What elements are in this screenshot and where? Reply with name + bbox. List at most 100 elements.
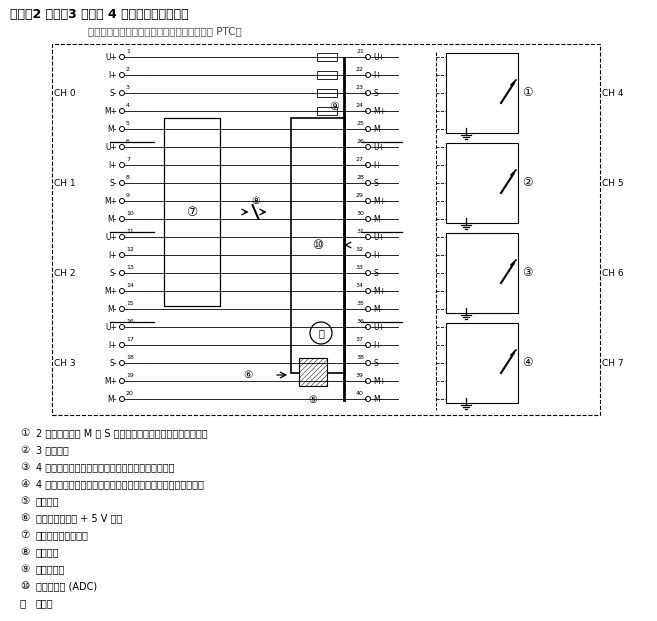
Text: 39: 39 — [356, 373, 364, 378]
Text: ⑨: ⑨ — [330, 102, 340, 112]
Text: 16: 16 — [126, 319, 134, 324]
Text: 1: 1 — [126, 49, 130, 54]
Text: I+: I+ — [108, 71, 117, 79]
Bar — [317, 125, 337, 133]
Text: ⑩: ⑩ — [20, 581, 30, 591]
Text: 20: 20 — [126, 391, 134, 396]
Text: CH 0: CH 0 — [54, 89, 76, 97]
Text: S-: S- — [373, 178, 380, 188]
Text: 35: 35 — [356, 301, 364, 306]
Text: CH 3: CH 3 — [54, 358, 76, 368]
Text: U+: U+ — [373, 322, 385, 332]
Text: ③: ③ — [20, 462, 30, 472]
Text: CH 4: CH 4 — [602, 89, 623, 97]
Text: ④: ④ — [20, 479, 30, 489]
Text: 36: 36 — [356, 319, 364, 324]
Text: CH 2: CH 2 — [54, 268, 76, 278]
Text: I+: I+ — [108, 340, 117, 350]
Bar — [446, 233, 518, 313]
Text: 逻辑和背板总线接口: 逻辑和背板总线接口 — [36, 530, 89, 540]
Text: ③: ③ — [522, 266, 533, 279]
Text: M+: M+ — [373, 106, 386, 116]
Text: ⑪: ⑪ — [318, 328, 324, 338]
Text: S-: S- — [110, 358, 117, 368]
Text: U+: U+ — [105, 322, 117, 332]
Text: 21: 21 — [356, 49, 364, 54]
Text: 34: 34 — [356, 283, 364, 288]
Text: 2 线制连接。在 M 和 S 间插入桥接器（无线路阻抗补偿）。: 2 线制连接。在 M 和 S 间插入桥接器（无线路阻抗补偿）。 — [36, 428, 208, 438]
Text: 25: 25 — [356, 121, 364, 126]
Text: ⑦: ⑦ — [187, 206, 198, 219]
Text: S-: S- — [110, 89, 117, 97]
Bar — [291, 118, 345, 373]
Text: ⑨: ⑨ — [20, 564, 30, 574]
Text: 22: 22 — [356, 67, 364, 72]
Text: ②: ② — [522, 176, 533, 189]
Bar — [446, 143, 518, 223]
Text: 29: 29 — [356, 193, 364, 198]
Bar — [317, 53, 337, 61]
Text: ⑥: ⑥ — [20, 513, 30, 523]
Bar — [317, 107, 337, 115]
Text: 38: 38 — [356, 355, 364, 360]
Text: 2: 2 — [126, 67, 130, 72]
Text: 18: 18 — [126, 355, 134, 360]
Text: 12: 12 — [126, 247, 134, 252]
Text: 11: 11 — [126, 229, 134, 234]
Text: ①: ① — [522, 86, 533, 99]
Text: 模数转换器 (ADC): 模数转换器 (ADC) — [36, 581, 97, 591]
Text: 17: 17 — [126, 337, 134, 342]
Text: S-: S- — [110, 178, 117, 188]
Text: 电气隔离: 电气隔离 — [36, 547, 60, 557]
Text: M-: M- — [373, 124, 382, 134]
Text: U+: U+ — [373, 232, 385, 242]
Text: ①: ① — [20, 428, 30, 438]
Text: ⑥: ⑥ — [243, 370, 253, 380]
Text: CH 5: CH 5 — [602, 178, 623, 188]
Text: 26: 26 — [356, 139, 364, 144]
Text: 13: 13 — [126, 265, 134, 270]
Text: I+: I+ — [373, 71, 382, 79]
Text: 4 线制连接。不得为第四条线路接线（保持未使用）: 4 线制连接。不得为第四条线路接线（保持未使用） — [36, 462, 175, 472]
Text: 3 线制连接: 3 线制连接 — [36, 445, 69, 455]
Text: M+: M+ — [104, 286, 117, 296]
Text: S-: S- — [110, 268, 117, 278]
Text: 24: 24 — [356, 103, 364, 108]
Text: 14: 14 — [126, 283, 134, 288]
Text: M+: M+ — [373, 286, 386, 296]
Text: I+: I+ — [373, 340, 382, 350]
Text: M-: M- — [108, 124, 117, 134]
Text: U+: U+ — [373, 142, 385, 152]
Text: S-: S- — [373, 89, 380, 97]
Text: 8: 8 — [126, 175, 130, 180]
Bar — [317, 71, 337, 79]
Text: I+: I+ — [108, 250, 117, 260]
Text: ⑧: ⑧ — [20, 547, 30, 557]
Text: 27: 27 — [356, 157, 364, 162]
Text: 电流源: 电流源 — [36, 598, 54, 608]
Text: U+: U+ — [373, 53, 385, 61]
Text: 15: 15 — [126, 301, 134, 306]
Text: M-: M- — [108, 394, 117, 404]
Text: 内部电源: 内部电源 — [36, 496, 60, 506]
Text: I+: I+ — [108, 160, 117, 170]
Text: M+: M+ — [104, 376, 117, 386]
Text: 6: 6 — [126, 139, 130, 144]
Text: 30: 30 — [356, 211, 364, 216]
Text: ②: ② — [20, 445, 30, 455]
Text: 4: 4 — [126, 103, 130, 108]
Text: M-: M- — [373, 394, 382, 404]
Text: 多路转换器: 多路转换器 — [36, 564, 66, 574]
Text: 以下可能的接线方式也适用于硅温度传感器和 PTC。: 以下可能的接线方式也适用于硅温度传感器和 PTC。 — [88, 26, 242, 36]
Bar — [446, 53, 518, 133]
Text: ⑤: ⑤ — [309, 395, 317, 405]
Text: ⑦: ⑦ — [20, 530, 30, 540]
Text: 接线：2 线制、3 线制和 4 线制连接的电阻测量: 接线：2 线制、3 线制和 4 线制连接的电阻测量 — [10, 8, 189, 21]
Text: M-: M- — [108, 304, 117, 314]
Bar — [446, 323, 518, 403]
Text: U+: U+ — [105, 142, 117, 152]
Text: 28: 28 — [356, 175, 364, 180]
Text: 32: 32 — [356, 247, 364, 252]
Text: ⑪: ⑪ — [20, 598, 26, 608]
Text: 37: 37 — [356, 337, 364, 342]
